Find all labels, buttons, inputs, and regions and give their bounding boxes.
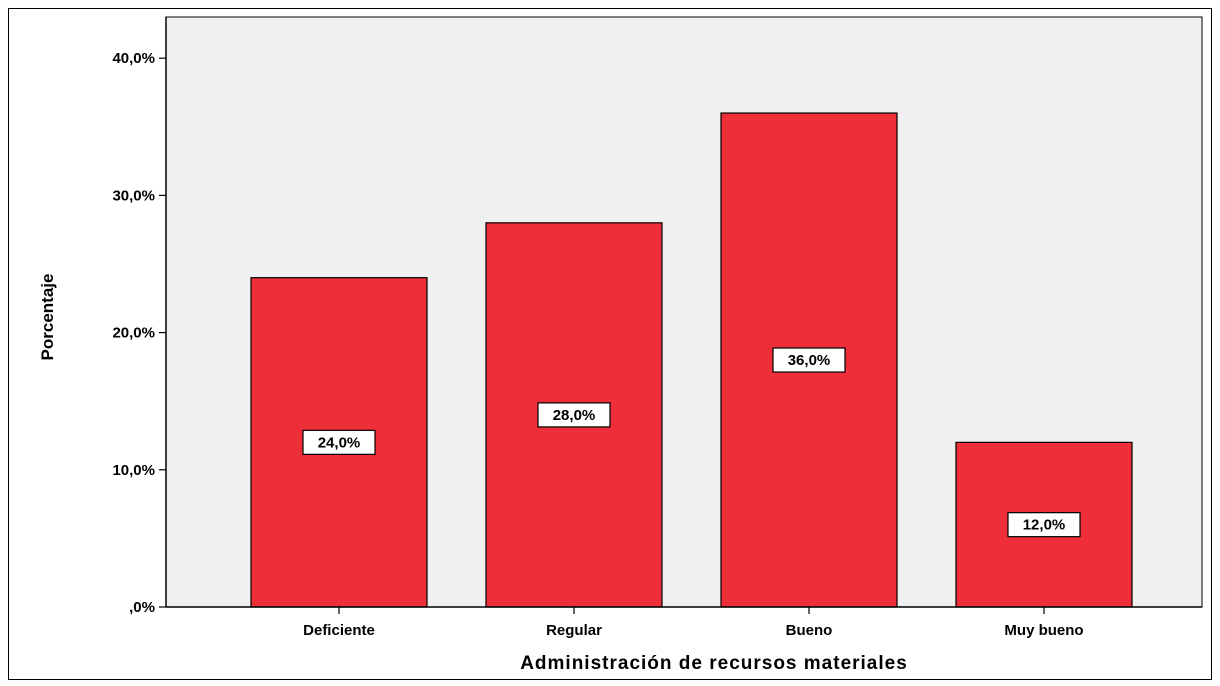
y-axis-title: Porcentaje bbox=[38, 274, 57, 361]
data-label: 28,0% bbox=[553, 407, 596, 424]
bar-chart: ,0% 10,0% 20,0% 30,0% 40,0% 24,0% 28,0% 36,0% 1… bbox=[38, 16, 1203, 674]
y-tick-label: 40,0% bbox=[112, 50, 155, 67]
data-label-box bbox=[1007, 512, 1081, 538]
bars bbox=[250, 112, 1133, 608]
data-label: 24,0% bbox=[318, 434, 361, 451]
x-tick-label: Deficiente bbox=[303, 622, 375, 639]
y-tick-label: 10,0% bbox=[112, 462, 155, 479]
data-label-box bbox=[772, 347, 846, 373]
y-tick-label: ,0% bbox=[129, 599, 155, 616]
y-tick-label: 30,0% bbox=[112, 187, 155, 204]
chart-frame: ,0% 10,0% 20,0% 30,0% 40,0% 24,0% 28,0% 36,0% 1… bbox=[8, 8, 1212, 680]
y-axis-ticks: ,0% 10,0% 20,0% 30,0% 40,0% bbox=[112, 50, 166, 616]
data-label: 36,0% bbox=[788, 352, 831, 369]
y-tick-label: 20,0% bbox=[112, 325, 155, 342]
data-label-box bbox=[302, 429, 376, 455]
data-label: 12,0% bbox=[1023, 517, 1066, 534]
x-axis-ticks: Deficiente Regular Bueno Muy bueno bbox=[303, 607, 1084, 639]
data-labels: 24,0% 28,0% 36,0% 12,0% bbox=[302, 347, 1081, 538]
x-axis-title: Administración de recursos materiales bbox=[520, 653, 908, 674]
data-label-box bbox=[537, 402, 611, 428]
x-tick-label: Regular bbox=[546, 622, 602, 639]
x-tick-label: Muy bueno bbox=[1004, 622, 1083, 639]
x-tick-label: Bueno bbox=[786, 622, 833, 639]
